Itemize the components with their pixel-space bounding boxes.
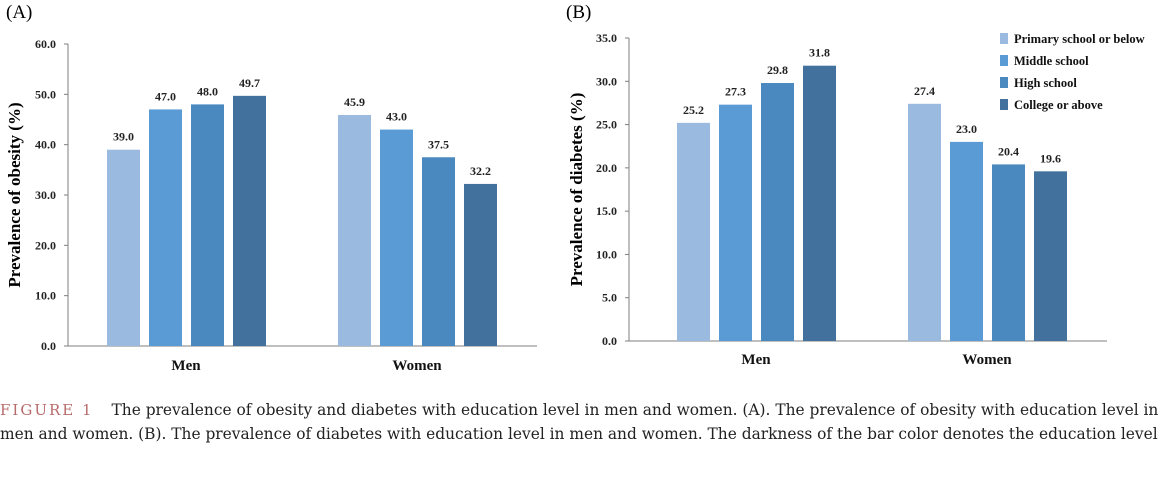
panel-label: (B)	[566, 2, 591, 23]
bar	[1034, 171, 1067, 341]
bar	[149, 109, 182, 346]
category-label: Women	[962, 352, 1012, 368]
y-axis-title: Prevalence of diabetes (%)	[567, 93, 586, 287]
legend-swatch	[1000, 99, 1008, 110]
y-tick-label: 25.0	[596, 118, 617, 132]
y-tick-label: 15.0	[596, 204, 617, 218]
bar-value-label: 29.8	[767, 63, 788, 77]
bar-value-label: 43.0	[386, 110, 407, 124]
y-tick-label: 60.0	[35, 37, 56, 51]
category-label: Women	[392, 358, 442, 374]
bar	[677, 122, 710, 341]
y-tick-label: 40.0	[35, 138, 56, 152]
bar-value-label: 27.4	[914, 84, 935, 98]
y-tick-label: 35.0	[596, 31, 617, 45]
legend-swatch	[1000, 55, 1008, 66]
y-tick-label: 30.0	[35, 188, 56, 202]
caption-text: The prevalence of obesity and diabetes w…	[0, 401, 1159, 443]
category-label: Men	[171, 358, 201, 374]
category-label: Men	[741, 352, 771, 368]
bar	[908, 103, 941, 342]
bar-value-label: 37.5	[428, 137, 449, 151]
figure-caption: FIGURE 1 The prevalence of obesity and di…	[0, 398, 1160, 446]
legend-label: Middle school	[1014, 54, 1089, 68]
y-axis-title: Prevalence of obesity (%)	[5, 102, 24, 287]
legend-swatch	[1000, 33, 1008, 44]
bar	[107, 149, 140, 346]
legend-label: High school	[1014, 76, 1077, 90]
bar	[761, 83, 794, 341]
y-tick-label: 0.0	[41, 339, 56, 353]
legend-swatch	[1000, 77, 1008, 88]
bar-value-label: 19.6	[1040, 151, 1061, 165]
bar	[422, 157, 455, 346]
bar-value-label: 20.4	[998, 144, 1019, 158]
obesity-chart-svg: (A) 0.0 10.0 20.0 30.0 40.0 50.0 60.0 Prevalence…	[5, 2, 537, 374]
bar-value-label: 32.2	[470, 164, 491, 178]
bar-value-label: 27.3	[725, 85, 746, 99]
diabetes-chart-svg: (B) 0.0 5.0 10.0 15.0 20.0 25.0 30.0 35.0 Prevale…	[566, 2, 1145, 368]
y-tick-label: 20.0	[596, 161, 617, 175]
figure-label: FIGURE 1	[0, 401, 94, 419]
legend-label: Primary school or below	[1014, 32, 1145, 46]
y-tick-label: 30.0	[596, 74, 617, 88]
y-tick-label: 0.0	[602, 334, 617, 348]
y-tick-label: 5.0	[602, 291, 617, 305]
bar	[719, 104, 752, 341]
bar	[464, 183, 497, 346]
bar	[233, 95, 266, 347]
bar	[803, 65, 836, 342]
chart-panel-a: (A) 0.0 10.0 20.0 30.0 40.0 50.0 60.0 Prevalence…	[0, 0, 560, 380]
bar-value-label: 49.7	[239, 76, 260, 90]
y-tick-label: 10.0	[596, 247, 617, 261]
bar-value-label: 23.0	[956, 122, 977, 136]
y-tick-label: 20.0	[35, 238, 56, 252]
y-tick-label: 10.0	[35, 289, 56, 303]
bar-value-label: 45.9	[344, 95, 365, 109]
chart-panel-b: (B) 0.0 5.0 10.0 15.0 20.0 25.0 30.0 35.0 Prevale…	[560, 0, 1169, 380]
bar-value-label: 25.2	[683, 103, 704, 117]
bar	[380, 129, 413, 346]
y-tick-label: 50.0	[35, 87, 56, 101]
bar-value-label: 39.0	[113, 130, 134, 144]
bar-value-label: 47.0	[155, 89, 176, 103]
bar-value-label: 48.0	[197, 84, 218, 98]
bar	[950, 141, 983, 341]
legend-label: College or above	[1014, 98, 1103, 112]
bar	[191, 104, 224, 347]
panel-label: (A)	[6, 2, 32, 23]
bar-value-label: 31.8	[809, 46, 830, 60]
bar	[992, 164, 1025, 341]
bar	[338, 114, 371, 346]
